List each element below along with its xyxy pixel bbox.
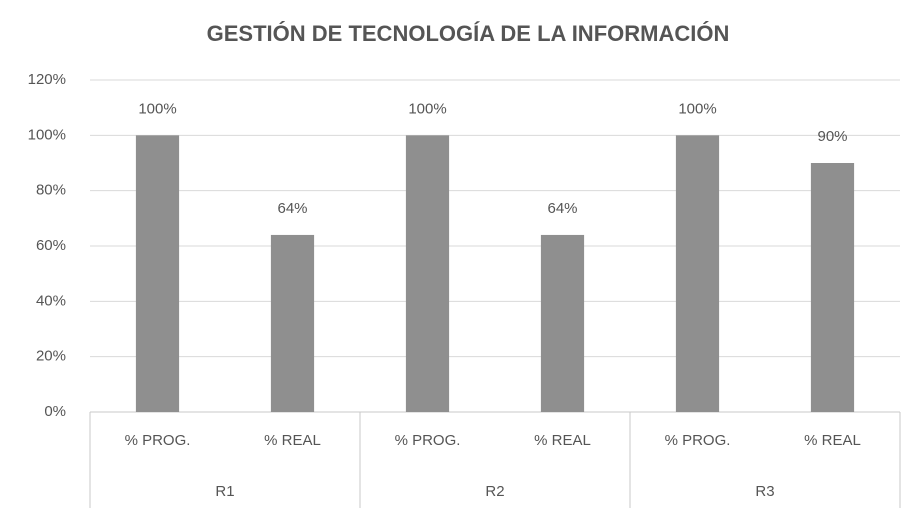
y-tick-label: 100% (28, 126, 66, 143)
y-tick-label: 60% (36, 237, 66, 254)
y-tick-label: 20% (36, 348, 66, 365)
bar (675, 135, 720, 413)
data-label: 100% (138, 100, 176, 117)
y-tick-label: 120% (28, 71, 66, 88)
group-label: R3 (755, 483, 774, 500)
data-label: 64% (277, 200, 307, 217)
x-tick-label: % PROG. (125, 432, 191, 449)
bar (810, 163, 855, 412)
y-tick-label: 40% (36, 292, 66, 309)
group-label: R1 (215, 483, 234, 500)
group-label: R2 (485, 483, 504, 500)
data-label: 64% (547, 200, 577, 217)
y-tick-label: 0% (44, 403, 66, 420)
x-tick-label: % REAL (804, 432, 861, 449)
bar (270, 234, 315, 412)
x-tick-label: % REAL (264, 432, 321, 449)
data-label: 100% (678, 100, 716, 117)
x-tick-label: % PROG. (665, 432, 731, 449)
bar (135, 135, 180, 413)
x-tick-label: % REAL (534, 432, 591, 449)
bar (540, 234, 585, 412)
y-tick-label: 80% (36, 182, 66, 199)
data-label: 100% (408, 100, 446, 117)
x-tick-label: % PROG. (395, 432, 461, 449)
chart-title: GESTIÓN DE TECNOLOGÍA DE LA INFORMACIÓN (207, 21, 730, 46)
data-label: 90% (817, 128, 847, 145)
bar (405, 135, 450, 413)
